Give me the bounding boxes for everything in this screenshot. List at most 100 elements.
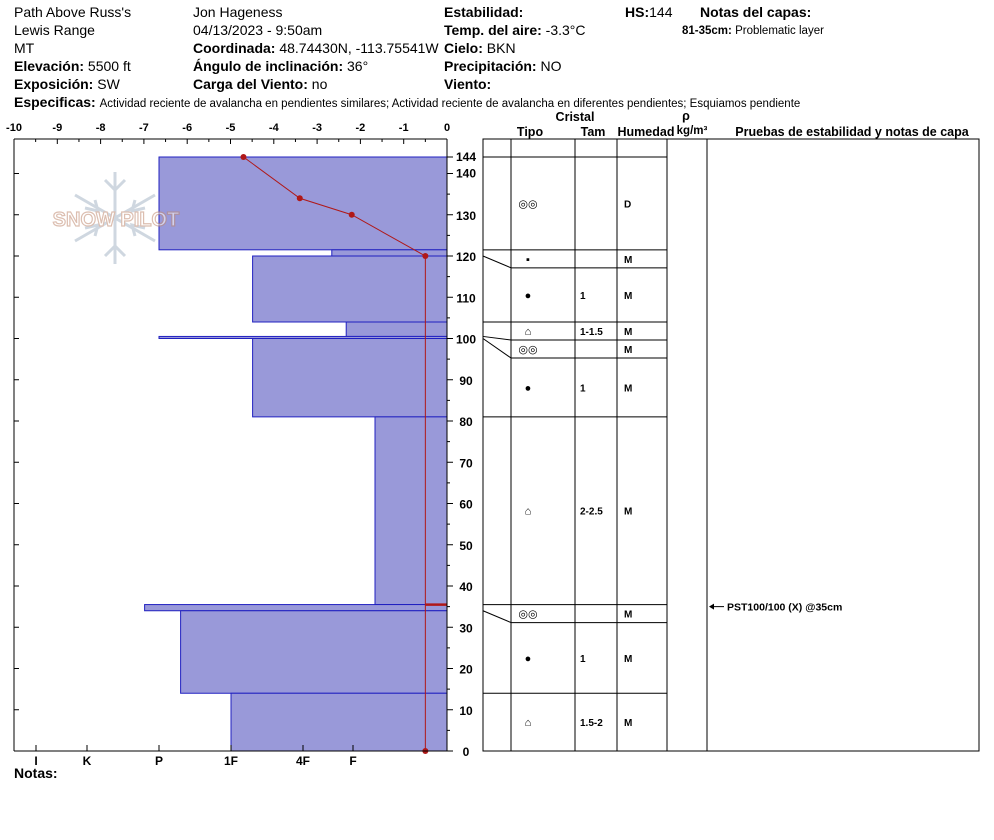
moisture: M <box>624 327 632 338</box>
crystal-type-icon: ◎◎ <box>518 344 537 356</box>
temp-tick-label: -8 <box>96 122 106 134</box>
crystal-type-icon: ● <box>525 653 532 665</box>
snow-height: HS:144 <box>625 4 673 20</box>
hardness-tick-label: K <box>83 754 92 768</box>
layer-2 <box>252 255 448 323</box>
crystal-type-icon: ⌂ <box>525 506 532 518</box>
row-connector-5 <box>482 338 512 359</box>
sky-cover: Cielo: BKN <box>444 40 516 56</box>
hardness-tick-label: 1F <box>224 754 238 768</box>
temperature-point-3 <box>422 253 429 259</box>
height-tick-label: 70 <box>459 456 473 470</box>
temperature-profile <box>240 154 447 754</box>
height-tick-label: 140 <box>456 167 476 181</box>
density-unit: kg/m³ <box>677 125 708 137</box>
row-connector-4 <box>482 335 512 341</box>
layer-5 <box>252 338 448 418</box>
coordinates: Coordinada: 48.74430N, -113.75541W <box>193 40 439 56</box>
precipitation: Precipitación: NO <box>444 58 562 74</box>
row-connector-2 <box>482 255 512 269</box>
stability-test-0: PST100/100 (X) @35cm <box>727 602 842 614</box>
temp-tick-label: -5 <box>226 122 236 134</box>
moisture: M <box>624 255 632 266</box>
crystal-size: 1 <box>580 291 586 302</box>
crystal-size: 1 <box>580 383 586 394</box>
moisture: M <box>624 291 632 302</box>
observer: Jon Hageness <box>193 4 283 20</box>
moisture: M <box>624 654 632 665</box>
hardness-tick-label: I <box>34 754 37 768</box>
crystal-type-icon: ▪ <box>526 254 530 266</box>
snowflake-icon <box>74 172 156 264</box>
temp-tick-label: -1 <box>399 122 409 134</box>
crystal-type-icon: ⌂ <box>525 326 532 338</box>
crystal-header: Cristal <box>556 110 595 124</box>
chart-axes: -10 -9 -8 -7 -6 -5 -4 -3 -2 -1 0010203040506070809… <box>6 122 476 768</box>
stability: Estabilidad: <box>444 4 524 20</box>
layer-6 <box>374 416 448 606</box>
temp-tick-label: -2 <box>356 122 366 134</box>
temperature-point-0 <box>240 154 247 160</box>
crystal-size: 2-2.5 <box>580 507 603 518</box>
hardness-tick-label: F <box>349 754 356 768</box>
crystal-type-icon: ◎◎ <box>518 198 537 210</box>
moisture: M <box>624 610 632 621</box>
date-time: 04/13/2023 - 9:50am <box>193 22 323 38</box>
row-connector-8 <box>482 610 512 624</box>
temp-tick-label: -6 <box>182 122 192 134</box>
test-arrowhead <box>709 603 714 610</box>
height-tick-label: 120 <box>456 250 476 264</box>
wind: Viento: <box>444 76 492 92</box>
density-symbol: ρ <box>682 109 690 123</box>
height-tick-label: 90 <box>459 374 473 388</box>
wind-loading: Carga del Viento: no <box>193 76 328 92</box>
layer-0 <box>158 156 448 251</box>
aspect: Exposición: SW <box>14 76 120 92</box>
height-tick-label: 110 <box>456 291 476 305</box>
logo-text: SNOW PILOT <box>53 209 180 231</box>
hardness-layers <box>144 156 448 752</box>
layer-3 <box>345 321 448 337</box>
crystal-type-icon: ● <box>525 382 532 394</box>
elevation: Elevación: 5500 ft <box>14 58 131 74</box>
temp-tick-label: -4 <box>269 122 280 134</box>
right-table-grid <box>482 138 980 752</box>
height-tick-label: 50 <box>459 539 473 553</box>
moisture: M <box>624 345 632 356</box>
location: Path Above Russ's <box>14 4 132 20</box>
height-tick-label: 130 <box>456 209 476 223</box>
height-tick-label: 20 <box>459 663 473 677</box>
air-temperature: Temp. del aire: -3.3°C <box>444 22 586 38</box>
layer-notes-title: Notas del capas: <box>700 4 812 20</box>
layer-1 <box>331 249 448 257</box>
moisture: D <box>624 199 631 210</box>
crystal-type-icon: ⌂ <box>525 717 532 729</box>
specifics: Especificas: Actividad reciente de avala… <box>14 94 801 110</box>
layer-note: 81-35cm: Problematic layer <box>682 25 824 37</box>
mountain-range: Lewis Range <box>14 22 95 38</box>
hardness-tick-label: P <box>155 754 163 768</box>
temp-tick-label: -7 <box>139 122 149 134</box>
crystal-size: 1.5-2 <box>580 718 603 729</box>
temperature-point-2 <box>348 211 355 218</box>
hardness-tick-label: 4F <box>296 754 310 768</box>
layer-8 <box>180 610 448 694</box>
height-tick-label: 100 <box>456 333 476 347</box>
height-tick-label: 80 <box>459 415 473 429</box>
temp-tick-label: -10 <box>6 122 22 134</box>
table-frame <box>482 138 980 752</box>
layer-9 <box>230 692 448 752</box>
temperature-point-1 <box>296 195 303 202</box>
crystal-size: 1 <box>580 654 586 665</box>
moisture: M <box>624 718 632 729</box>
crystal-type-icon: ◎◎ <box>518 609 537 621</box>
temp-tick-label: -3 <box>312 122 322 134</box>
temp-tick-label: 0 <box>444 122 450 134</box>
slope-angle: Ángulo de inclinación: 36° <box>193 58 369 74</box>
height-tick-label: 40 <box>459 580 473 594</box>
height-tick-label: 30 <box>459 621 473 635</box>
moisture-header: Humedad <box>618 125 675 139</box>
moisture: M <box>624 507 632 518</box>
notes-label: Notas: <box>14 765 58 781</box>
